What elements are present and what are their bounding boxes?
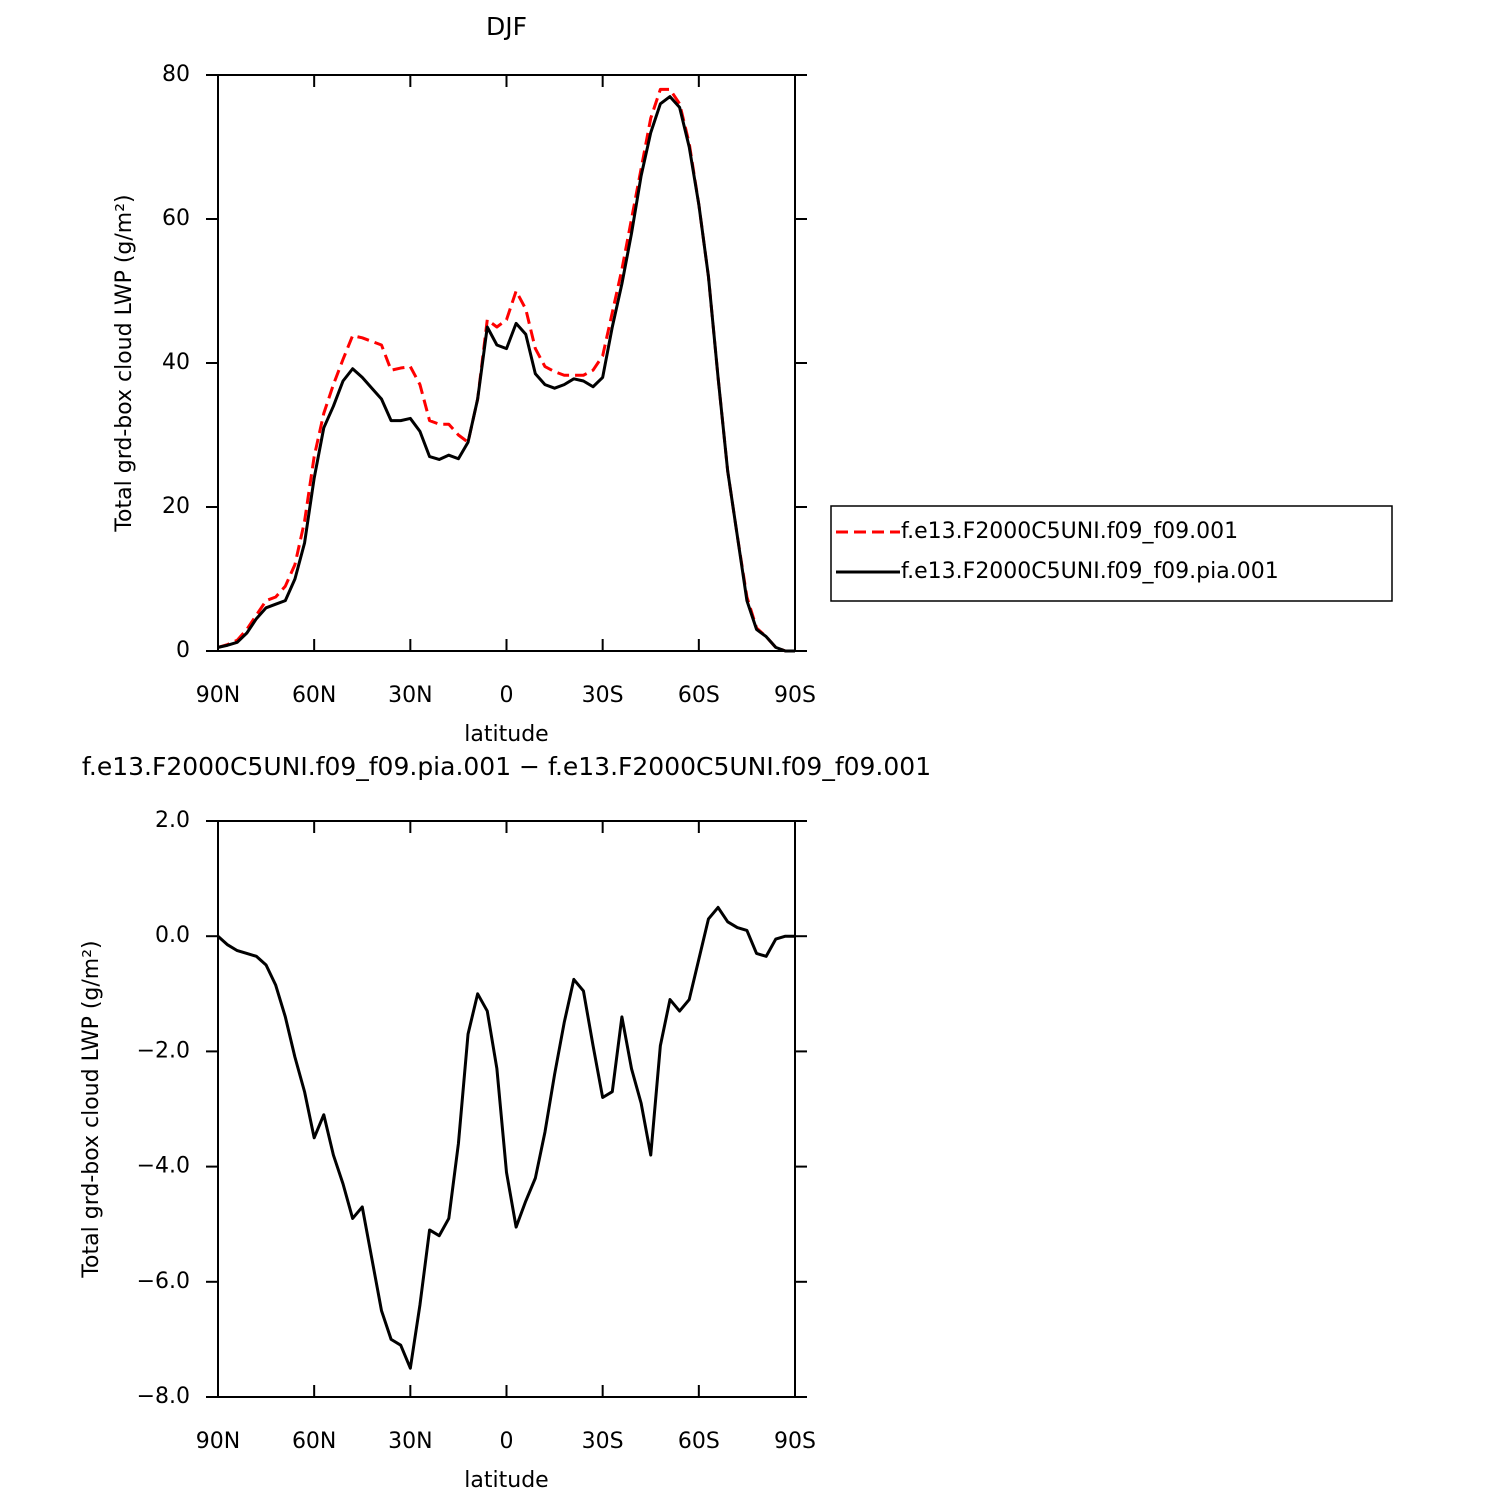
legend-label: f.e13.F2000C5UNI.f09_f09.pia.001 (901, 559, 1279, 584)
y-tick-label: 0.0 (155, 923, 190, 948)
x-tick-label: 90N (196, 1429, 240, 1454)
y-tick-label: 0 (176, 638, 190, 663)
x-tick-label: 90S (774, 683, 816, 708)
y-axis-label: Total grd-box cloud LWP (g/m²) (112, 194, 137, 532)
x-axis-label: latitude (464, 1468, 548, 1493)
y-tick-label: −2.0 (137, 1038, 190, 1063)
y-axis-label: Total grd-box cloud LWP (g/m²) (79, 940, 104, 1278)
x-tick-label: 30N (388, 683, 432, 708)
plot-frame (217, 74, 796, 652)
y-tick-label: 40 (162, 350, 190, 375)
x-tick-label: 0 (500, 1429, 514, 1454)
y-tick-label: 60 (162, 206, 190, 231)
x-tick-label: 0 (500, 683, 514, 708)
legend-box (830, 505, 1393, 602)
x-tick-label: 60N (292, 1429, 336, 1454)
data-line (217, 95, 795, 653)
y-tick-label: 2.0 (155, 808, 190, 833)
y-tick-label: −8.0 (137, 1384, 190, 1409)
y-tick-label: −4.0 (137, 1154, 190, 1179)
x-axis-label: latitude (464, 722, 548, 747)
legend-label: f.e13.F2000C5UNI.f09_f09.001 (901, 519, 1238, 544)
x-tick-label: 90N (196, 683, 240, 708)
x-tick-label: 30S (582, 683, 624, 708)
x-tick-label: 60S (678, 1429, 720, 1454)
y-tick-label: 20 (162, 494, 190, 519)
data-line (216, 905, 795, 1370)
y-tick-label: 80 (162, 62, 190, 87)
chart-title: DJF (486, 12, 527, 41)
x-tick-label: 90S (774, 1429, 816, 1454)
x-tick-label: 30N (388, 1429, 432, 1454)
y-tick-label: −6.0 (137, 1269, 190, 1294)
plot-frame (217, 820, 796, 1398)
x-tick-label: 60N (292, 683, 336, 708)
chart-title: f.e13.F2000C5UNI.f09_f09.pia.001 − f.e13… (82, 752, 931, 781)
x-tick-label: 30S (582, 1429, 624, 1454)
x-tick-label: 60S (678, 683, 720, 708)
